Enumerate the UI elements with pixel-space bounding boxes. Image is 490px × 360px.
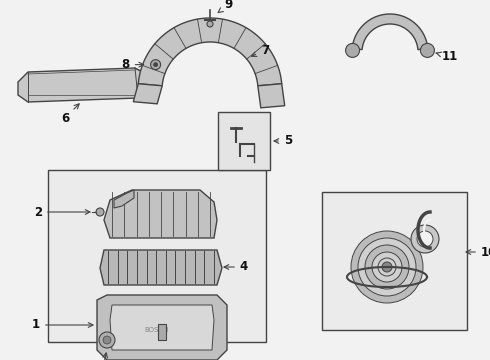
Text: 1: 1 [32,319,93,332]
Text: 9: 9 [218,0,232,13]
Bar [158,324,166,340]
Circle shape [150,60,161,69]
Text: 2: 2 [34,206,90,219]
Polygon shape [104,190,217,238]
Polygon shape [100,250,222,285]
Text: BOSCH: BOSCH [145,327,169,333]
Text: 11: 11 [436,50,458,63]
Circle shape [345,44,360,57]
Text: 8: 8 [122,58,144,71]
Polygon shape [97,295,227,360]
Polygon shape [352,14,428,50]
Polygon shape [258,84,285,108]
Circle shape [96,208,104,216]
Circle shape [103,336,111,344]
Circle shape [417,231,433,247]
Bar [218,112,270,170]
Polygon shape [138,18,282,86]
Circle shape [358,238,416,296]
Text: 6: 6 [61,104,79,125]
Circle shape [420,44,435,57]
Circle shape [351,231,423,303]
Text: 5: 5 [274,135,292,148]
Circle shape [207,21,213,27]
Text: 3: 3 [98,353,107,360]
Circle shape [365,245,409,289]
Circle shape [382,262,392,272]
Polygon shape [110,305,214,350]
Polygon shape [133,84,162,104]
Circle shape [411,225,439,253]
Bar [322,192,467,330]
Circle shape [154,63,158,67]
Bar [48,170,266,342]
Text: 7: 7 [252,44,269,57]
Polygon shape [18,68,148,102]
Circle shape [378,258,396,276]
Circle shape [99,332,115,348]
Polygon shape [114,190,134,208]
Text: 10: 10 [466,246,490,258]
Circle shape [372,252,402,282]
Text: 4: 4 [224,261,248,274]
